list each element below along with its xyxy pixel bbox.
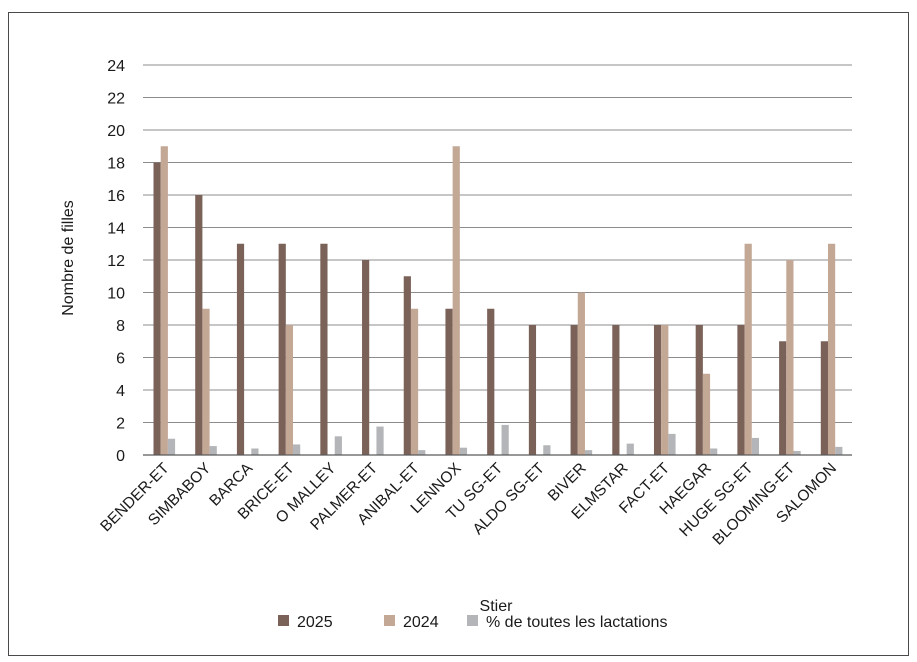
- bar-simbaboy-s0: [195, 195, 203, 455]
- bar-salomon-s0: [820, 341, 828, 455]
- legend-label: 2024: [403, 614, 439, 631]
- bar-aldo-sg-et-s0: [528, 325, 537, 455]
- y-tick-label: 24: [107, 58, 125, 75]
- bar-simbaboy-s2: [209, 446, 217, 455]
- bar-blooming-et-s0: [779, 341, 787, 455]
- bar-anibal-et-s2: [418, 450, 426, 455]
- y-tick-label: 8: [116, 318, 125, 335]
- y-tick-label: 16: [107, 188, 125, 205]
- legend-swatch: [384, 615, 395, 626]
- bar-huge-sg-et-s2: [751, 437, 759, 455]
- legend: 2025 2024 % de toutes les lactations: [278, 614, 667, 631]
- legend-label: 2025: [297, 614, 333, 631]
- bar-tu-sg-et-s2: [501, 424, 509, 455]
- y-tick-label: 2: [116, 416, 125, 433]
- bar-fact-et-s0: [653, 325, 662, 455]
- x-axis-title: Stier: [480, 598, 514, 615]
- bar-tu-sg-et-s0: [487, 308, 495, 455]
- bar-huge-sg-et-s0: [737, 325, 745, 455]
- legend-swatch: [467, 615, 478, 626]
- bar-barca-s0: [236, 243, 245, 455]
- bar-anibal-et-s1: [410, 308, 419, 455]
- bar-aldo-sg-et-s2: [543, 445, 551, 455]
- bar-elmstar-s0: [612, 325, 620, 455]
- y-tick-label: 0: [116, 448, 125, 465]
- x-category-label: HUGE SG-ET: [676, 459, 757, 540]
- gridlines: [143, 64, 852, 423]
- bar-simbaboy-s1: [202, 308, 210, 455]
- y-tick-label: 6: [116, 351, 125, 368]
- bar-o-malley-s2: [334, 436, 342, 455]
- bar-salomon-s1: [827, 243, 836, 455]
- bar-salomon-s2: [835, 446, 843, 455]
- bar-bender-et-s2: [167, 438, 176, 455]
- bar-huge-sg-et-s1: [744, 243, 752, 455]
- bar-brice-et-s1: [285, 325, 294, 455]
- bar-haegar-s1: [702, 373, 711, 455]
- y-tick-label: 20: [107, 123, 125, 140]
- bar-palmer-et-s2: [376, 426, 384, 455]
- y-tick-label: 22: [107, 91, 125, 108]
- bar-biver-s0: [570, 325, 578, 455]
- bar-barca-s2: [251, 448, 259, 455]
- bar-blooming-et-s1: [786, 260, 794, 455]
- y-axis-title: Nombre de filles: [60, 200, 77, 316]
- legend-label: % de toutes les lactations: [486, 614, 667, 631]
- bar-lennox-s0: [445, 308, 453, 455]
- y-tick-label: 14: [107, 221, 125, 238]
- bar-o-malley-s0: [320, 243, 328, 455]
- bar-bender-et-s1: [160, 146, 168, 455]
- bars: [153, 146, 843, 455]
- bar-biver-s2: [584, 450, 593, 455]
- legend-swatch: [278, 615, 289, 626]
- bar-bender-et-s0: [153, 162, 161, 455]
- bar-anibal-et-s0: [403, 276, 411, 455]
- y-tick-label: 18: [107, 156, 125, 173]
- bar-brice-et-s2: [293, 444, 301, 455]
- bar-lennox-s1: [452, 146, 460, 455]
- bar-blooming-et-s2: [793, 450, 801, 455]
- y-tick-label: 10: [107, 286, 125, 303]
- bar-elmstar-s2: [626, 443, 634, 455]
- bar-haegar-s2: [710, 448, 718, 455]
- bar-fact-et-s1: [661, 325, 669, 455]
- bar-biver-s1: [577, 292, 585, 455]
- bar-fact-et-s2: [668, 433, 676, 455]
- bar-lennox-s2: [459, 447, 468, 455]
- bar-haegar-s0: [695, 325, 703, 455]
- x-category-label: ALDO SG-ET: [470, 459, 549, 538]
- bar-brice-et-s0: [278, 243, 286, 455]
- y-tick-label: 4: [116, 383, 125, 400]
- y-tick-label: 12: [107, 253, 125, 270]
- bar-palmer-et-s0: [362, 260, 370, 455]
